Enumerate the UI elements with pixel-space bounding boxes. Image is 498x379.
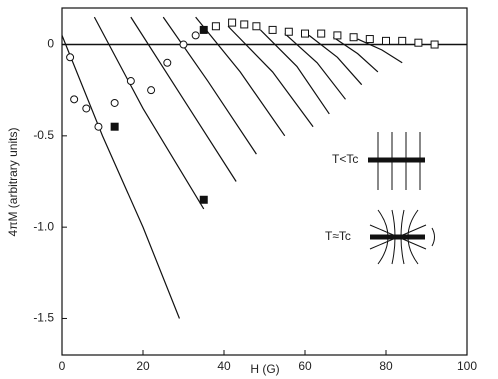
annotation: T<Tc (332, 152, 358, 166)
point (414, 38, 423, 47)
y-tick-label: 0 (47, 37, 54, 51)
point (284, 27, 293, 36)
curve (227, 25, 314, 128)
point (268, 25, 277, 34)
annotation: T≈Tc (325, 229, 351, 243)
curve (162, 16, 257, 155)
point (94, 122, 103, 131)
curve (61, 35, 181, 319)
point (252, 22, 261, 31)
point (163, 58, 172, 67)
y-axis-label: 4πM (arbitrary units) (6, 128, 20, 237)
point (199, 195, 208, 204)
curve (308, 34, 363, 86)
inset (368, 132, 435, 265)
point (110, 122, 119, 131)
point (70, 95, 79, 104)
x-tick-label: 80 (379, 359, 393, 373)
curve (260, 29, 330, 115)
y-tick-label: -0.5 (33, 128, 54, 142)
point (82, 104, 91, 113)
point (110, 98, 119, 107)
x-tick-label: 60 (298, 359, 312, 373)
point (179, 40, 188, 49)
plot-frame (61, 7, 468, 356)
curve (284, 33, 346, 100)
point (349, 33, 358, 42)
point (317, 29, 326, 38)
x-tick-label: 40 (217, 359, 231, 373)
curve (357, 38, 403, 64)
curve (130, 16, 237, 182)
point (365, 35, 374, 44)
x-tick-label: 20 (136, 359, 150, 373)
curve (333, 36, 379, 73)
x-axis-label: H (G) (250, 362, 279, 376)
x-tick-label: 100 (457, 359, 477, 373)
point (66, 53, 75, 62)
point (191, 31, 200, 40)
point (398, 36, 407, 45)
point (382, 36, 390, 45)
point (240, 20, 249, 29)
point (333, 31, 342, 40)
point (430, 40, 439, 49)
point (228, 18, 237, 27)
point (301, 29, 309, 38)
curve (93, 16, 205, 210)
y-tick-label: -1.0 (33, 219, 54, 233)
x-tick-label: 0 (59, 359, 66, 373)
point (147, 86, 156, 95)
point (126, 77, 135, 86)
point (199, 25, 208, 34)
point (211, 22, 220, 31)
curve (195, 16, 286, 137)
y-tick-label: -1.5 (33, 311, 54, 325)
